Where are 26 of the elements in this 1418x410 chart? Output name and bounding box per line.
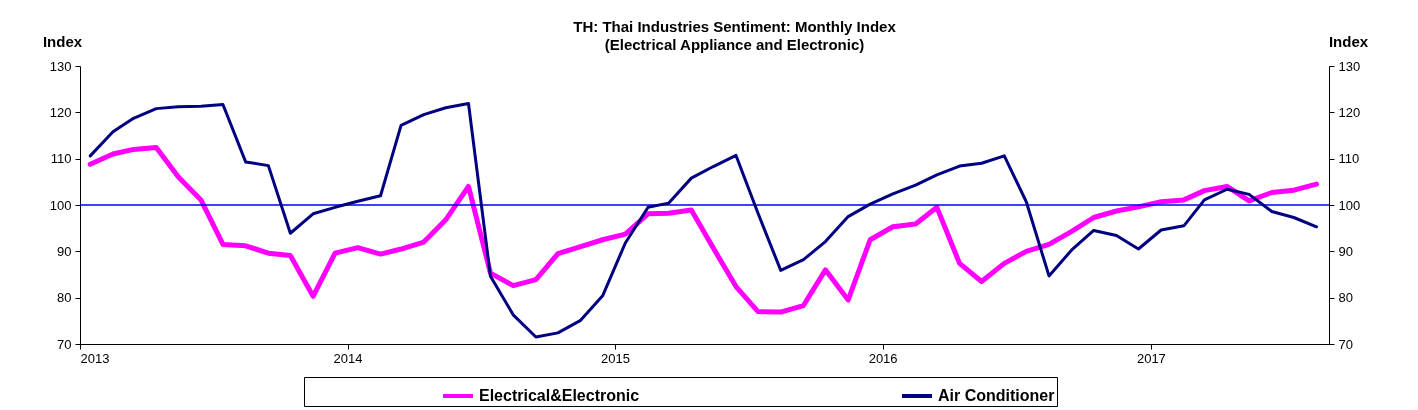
y2-tick-label: 120	[1338, 104, 1361, 120]
y-tick-label: 100	[49, 197, 72, 213]
y2-tick-label: 110	[1338, 151, 1360, 167]
y2-tick-label: 70	[1338, 336, 1353, 352]
x-tick-label: 2017	[1136, 350, 1166, 366]
x-tick-label: 2015	[601, 350, 631, 366]
line-series	[88, 102, 1319, 339]
y-axis-title: Index	[42, 32, 83, 50]
legend-label: Air Conditioner	[938, 387, 1055, 404]
chart-subtitle: (Electrical Appliance and Electronic)	[604, 36, 865, 53]
x-tick-label: 2016	[868, 350, 898, 366]
y2-tick-label: 80	[1338, 290, 1353, 306]
y2-tick-label: 130	[1338, 58, 1361, 74]
y-tick-label: 90	[57, 243, 72, 259]
legend-label: Electrical&Electronic	[479, 387, 640, 404]
y-tick-label: 110	[50, 151, 72, 167]
y2-tick-label: 100	[1338, 197, 1361, 213]
y-tick-label: 120	[49, 104, 72, 120]
y-tick-label: 80	[57, 290, 72, 306]
x-tick-label: 2013	[80, 350, 110, 366]
y-tick-label: 130	[49, 58, 72, 74]
x-tick-label: 2014	[333, 350, 363, 366]
chart-title: TH: Thai Industries Sentiment: Monthly Index	[573, 18, 897, 35]
y2-axis-title: Index	[1328, 32, 1369, 50]
y-tick-label: 70	[57, 336, 72, 352]
y2-tick-label: 90	[1338, 243, 1353, 259]
